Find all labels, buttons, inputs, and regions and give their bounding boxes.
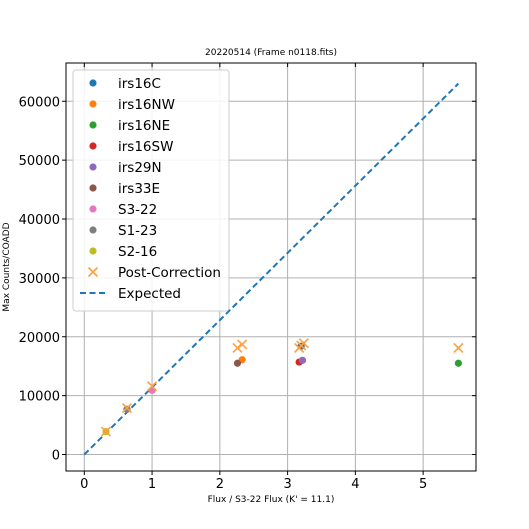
y-tick-label: 10000 xyxy=(19,390,60,405)
legend-entry-label: Post-Correction xyxy=(118,265,221,281)
legend-box xyxy=(72,69,230,312)
data-point-s1-23 xyxy=(123,405,131,413)
legend-marker xyxy=(89,226,97,234)
points-layer xyxy=(100,338,464,437)
data-point-post-correction xyxy=(298,338,309,349)
legend-marker xyxy=(89,79,97,87)
ticks-layer: 0 1 2 3 4 5 0 10000 20000 30000 40000 50000 60000 xyxy=(19,63,476,492)
data-point-irs16ne xyxy=(454,359,462,367)
legend-marker xyxy=(89,184,97,192)
data-point-post-correction xyxy=(232,342,243,354)
data-point-post-correction xyxy=(147,381,158,392)
legend-entry-label: S3-22 xyxy=(118,202,157,218)
x-tick-label: 5 xyxy=(419,477,427,492)
legend-entry-label: irs16NW xyxy=(118,97,175,113)
plot-frame xyxy=(65,62,477,472)
legend-entry-label: Expected xyxy=(118,286,181,302)
y-tick-label: 30000 xyxy=(19,272,60,287)
y-tick-label: 50000 xyxy=(19,154,60,169)
legend: irs16C irs16NW irs16NE irs16SW irs29N irs33E S… xyxy=(72,69,230,312)
x-axis-label: Flux / S3-22 Flux (K' = 11.1) xyxy=(208,495,335,505)
data-point-irs29n xyxy=(298,356,307,364)
y-tick-label: 40000 xyxy=(19,213,60,228)
legend-entry-label: S2-16 xyxy=(118,244,157,260)
legend-marker xyxy=(89,247,97,255)
legend-marker xyxy=(87,266,99,278)
x-tick-label: 4 xyxy=(351,477,359,492)
legend-entry-label: irs16SW xyxy=(118,139,173,155)
data-point-post-correction xyxy=(100,426,112,437)
x-tick-label: 1 xyxy=(148,477,156,492)
legend-marker xyxy=(89,163,97,171)
legend-marker xyxy=(89,100,97,108)
y-tick-label: 60000 xyxy=(19,95,60,110)
y-tick-label: 20000 xyxy=(19,331,60,346)
legend-entry-label: irs33E xyxy=(118,181,160,197)
data-point-post-correction xyxy=(453,342,464,354)
legend-marker xyxy=(89,205,97,213)
data-point-irs33e xyxy=(233,359,242,367)
data-point-post-correction xyxy=(121,402,133,414)
data-point-post-correction xyxy=(237,339,248,350)
legend-marker xyxy=(89,121,97,129)
x-tick-label: 3 xyxy=(283,477,291,492)
y-tick-label: 0 xyxy=(52,449,60,464)
legend-entry-label: S1-23 xyxy=(118,223,157,239)
expected-line xyxy=(83,82,460,456)
expected-line-layer xyxy=(83,82,460,456)
chart-title: 20220514 (Frame n0118.fits) xyxy=(205,48,337,58)
legend-entry-label: irs16NE xyxy=(118,118,170,134)
y-axis-label: Max Counts/COADD xyxy=(2,222,12,311)
legend-entry-label: irs16C xyxy=(118,76,161,92)
legend-marker xyxy=(89,142,97,150)
legend-entry-label: irs29N xyxy=(118,160,162,176)
x-tick-label: 0 xyxy=(80,477,88,492)
x-tick-label: 2 xyxy=(216,477,224,492)
